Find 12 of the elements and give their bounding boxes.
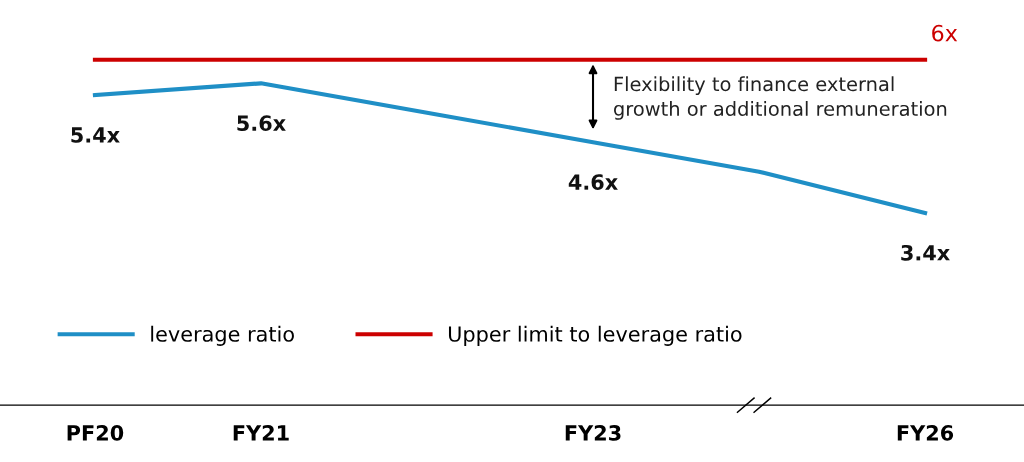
x-tick-label: FY26 <box>897 424 954 441</box>
data-label: 5.6x <box>237 115 286 132</box>
data-label: 3.4x <box>901 244 950 261</box>
legend-label: leverage ratio <box>151 325 294 346</box>
x-tick-label: FY23 <box>565 424 621 441</box>
x-tick-label: PF20 <box>67 424 124 441</box>
legend-label: Upper limit to leverage ratio <box>448 325 742 346</box>
data-label: 5.4x <box>71 127 120 143</box>
annotation: Flexibility to finance external growth or additional remuneration <box>614 76 947 120</box>
x-tick-label: FY21 <box>233 424 289 441</box>
data-label: 4.6x <box>568 174 618 190</box>
data-label: 6x <box>932 24 958 42</box>
